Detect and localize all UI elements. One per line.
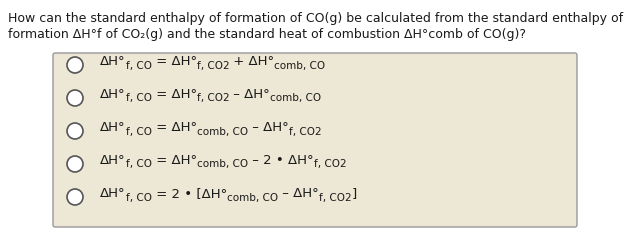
Text: f, CO: f, CO bbox=[126, 60, 152, 70]
Text: – ΔH°: – ΔH° bbox=[248, 121, 289, 134]
Text: comb, CO: comb, CO bbox=[197, 126, 248, 136]
Text: ΔH°: ΔH° bbox=[100, 154, 126, 167]
Text: = ΔH°: = ΔH° bbox=[152, 55, 197, 68]
Text: – ΔH°: – ΔH° bbox=[278, 187, 319, 200]
Text: – ΔH°: – ΔH° bbox=[229, 88, 270, 101]
Text: ΔH°: ΔH° bbox=[100, 55, 126, 68]
Text: ΔH°: ΔH° bbox=[100, 88, 126, 101]
Text: f, CO: f, CO bbox=[126, 192, 152, 202]
Text: ]: ] bbox=[351, 187, 357, 200]
Text: How can the standard enthalpy of formation of CO(g) be calculated from the stand: How can the standard enthalpy of formati… bbox=[8, 12, 623, 25]
Text: f, CO: f, CO bbox=[126, 94, 152, 104]
Text: comb, CO: comb, CO bbox=[197, 160, 248, 170]
Text: = 2 • [ΔH°: = 2 • [ΔH° bbox=[152, 187, 227, 200]
Circle shape bbox=[67, 189, 83, 205]
Text: + ΔH°: + ΔH° bbox=[229, 55, 274, 68]
Text: f, CO: f, CO bbox=[126, 126, 152, 136]
Text: – 2 • ΔH°: – 2 • ΔH° bbox=[248, 154, 314, 167]
Text: f, CO2: f, CO2 bbox=[197, 94, 229, 104]
Text: formation ΔH°f of CO₂(g) and the standard heat of combustion ΔH°comb of CO(g)?: formation ΔH°f of CO₂(g) and the standar… bbox=[8, 28, 526, 41]
Text: comb, CO: comb, CO bbox=[227, 192, 278, 202]
Text: f, CO: f, CO bbox=[126, 160, 152, 170]
Text: = ΔH°: = ΔH° bbox=[152, 88, 197, 101]
FancyBboxPatch shape bbox=[53, 53, 577, 227]
Circle shape bbox=[67, 123, 83, 139]
Text: = ΔH°: = ΔH° bbox=[152, 154, 197, 167]
Circle shape bbox=[67, 156, 83, 172]
Text: comb, CO: comb, CO bbox=[274, 60, 326, 70]
Text: ΔH°: ΔH° bbox=[100, 121, 126, 134]
Circle shape bbox=[67, 90, 83, 106]
Text: f, CO2: f, CO2 bbox=[197, 60, 229, 70]
Text: f, CO2: f, CO2 bbox=[319, 192, 351, 202]
Text: f, CO2: f, CO2 bbox=[314, 160, 346, 170]
Text: ΔH°: ΔH° bbox=[100, 187, 126, 200]
Text: = ΔH°: = ΔH° bbox=[152, 121, 197, 134]
Text: comb, CO: comb, CO bbox=[270, 94, 321, 104]
Text: f, CO2: f, CO2 bbox=[289, 126, 321, 136]
Circle shape bbox=[67, 57, 83, 73]
